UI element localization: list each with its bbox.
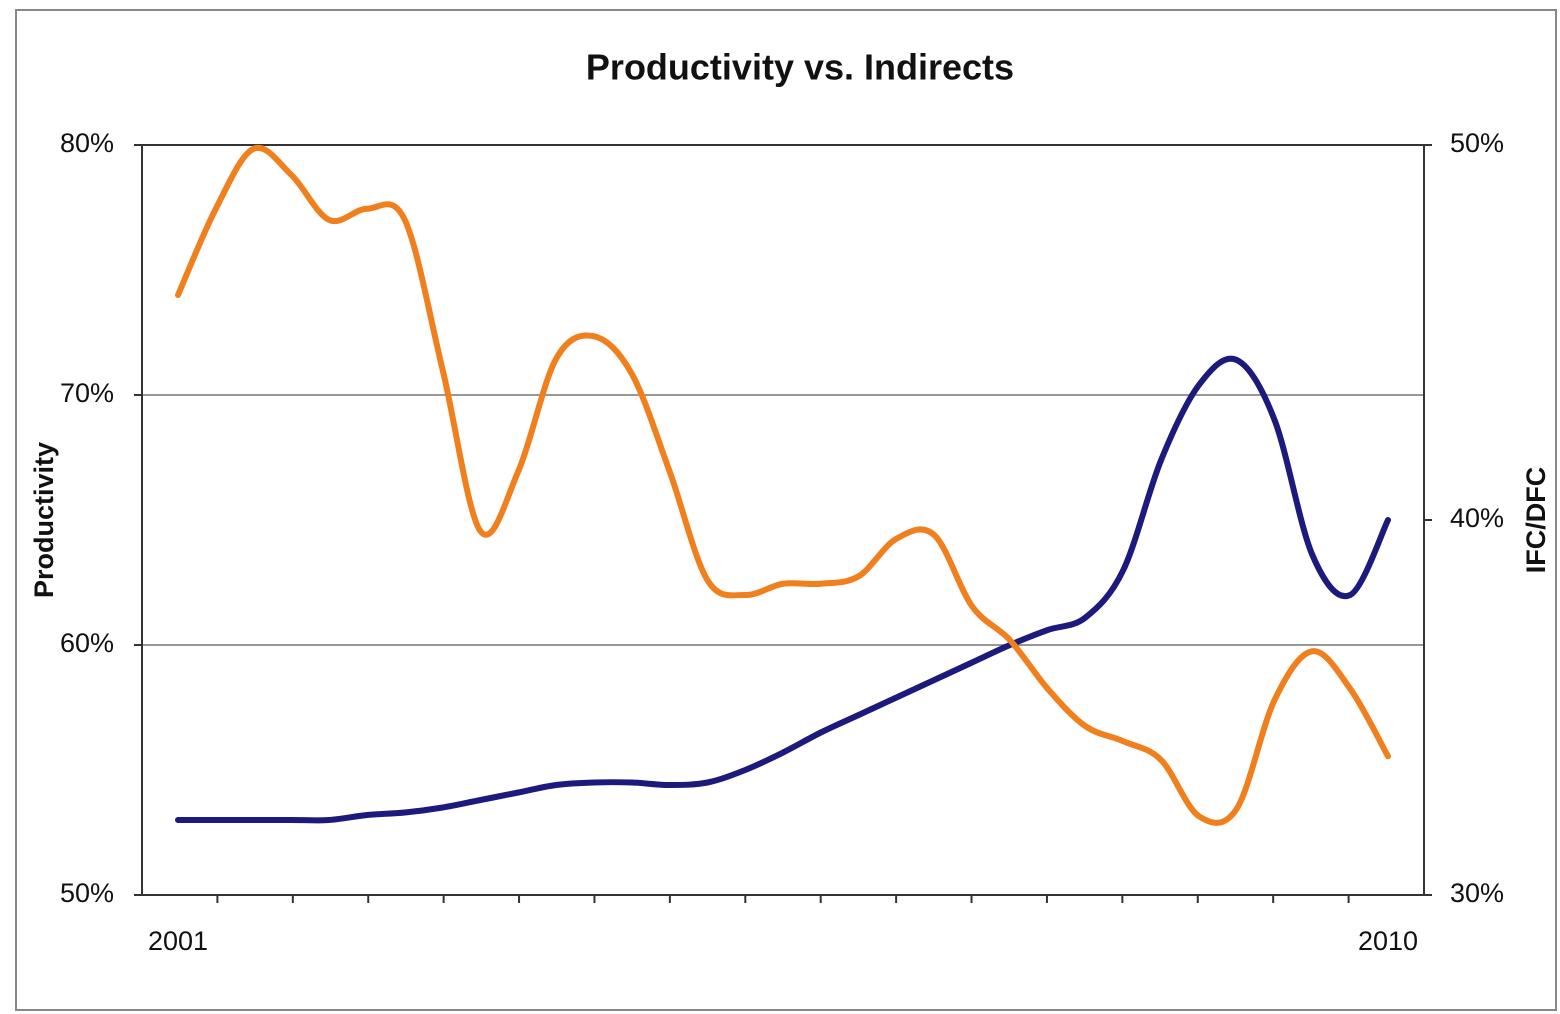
y2-tick-label: 30% <box>1450 878 1504 908</box>
y-tick-label: 70% <box>60 378 114 408</box>
y-axis-title: Productivity <box>29 442 59 598</box>
y2-tick-label: 40% <box>1450 503 1504 533</box>
y2-axis-title: IFC/DFC <box>1521 467 1551 573</box>
y2-tick-label: 50% <box>1450 128 1504 158</box>
x-tick-label: 2010 <box>1358 926 1418 956</box>
y-tick-label: 60% <box>60 628 114 658</box>
y-tick-label: 50% <box>60 878 114 908</box>
y-tick-label: 80% <box>60 128 114 158</box>
plot-border <box>141 144 1425 896</box>
line-series <box>175 355 1391 824</box>
line-series <box>175 144 1391 826</box>
chart-frame <box>15 9 1557 1011</box>
chart-title: Productivity vs. Indirects <box>586 47 1014 88</box>
x-tick-label: 2001 <box>148 926 208 956</box>
